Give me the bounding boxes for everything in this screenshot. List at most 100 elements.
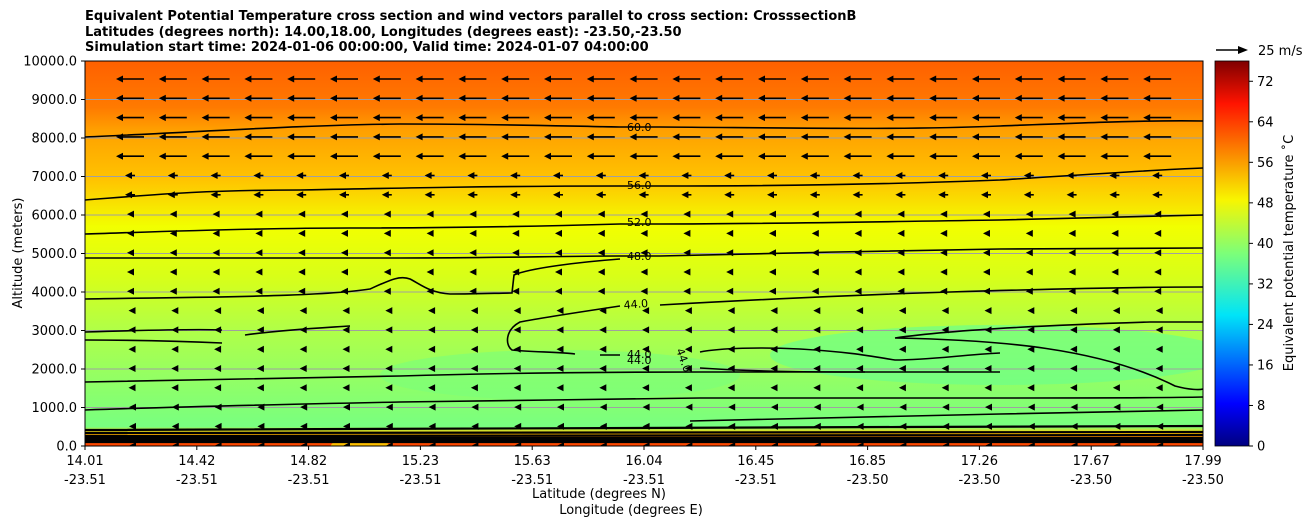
wind-arrowhead xyxy=(255,249,263,257)
wind-arrowhead xyxy=(726,268,734,276)
wind-arrowhead xyxy=(984,384,992,392)
wind-arrowhead xyxy=(1057,94,1065,102)
wind-arrowhead xyxy=(128,326,136,334)
wind-arrowhead xyxy=(385,307,393,315)
wind-arrowhead xyxy=(727,365,735,372)
wind-arrowhead xyxy=(512,229,520,237)
wind-arrowhead xyxy=(255,229,263,237)
wind-arrowhead xyxy=(854,268,862,276)
wind-arrowhead xyxy=(1111,229,1119,237)
wind-arrowhead xyxy=(510,191,518,199)
wind-arrowhead xyxy=(595,172,603,179)
wind-arrowhead xyxy=(985,403,992,411)
wind-arrowhead xyxy=(769,249,776,257)
wind-arrowhead xyxy=(813,326,821,334)
wind-arrowhead xyxy=(415,133,423,141)
wind-arrowhead xyxy=(985,442,992,446)
wind-arrowhead xyxy=(769,210,776,218)
wind-arrowhead xyxy=(426,287,434,295)
wind-arrowhead xyxy=(510,172,518,179)
wind-arrowhead xyxy=(1070,326,1078,334)
wind-arrowhead xyxy=(629,75,637,83)
wind-arrowhead xyxy=(726,229,734,237)
wind-arrowhead xyxy=(642,422,650,430)
wind-arrowhead xyxy=(256,307,264,315)
wind-arrowhead xyxy=(629,133,637,141)
wind-arrowhead xyxy=(724,172,732,179)
wind-arrowhead xyxy=(330,114,337,122)
wind-arrowhead xyxy=(898,345,906,353)
wind-arrowhead xyxy=(886,75,894,83)
wind-arrowhead xyxy=(985,422,992,430)
wind-arrowhead xyxy=(597,229,605,237)
wind-arrowhead xyxy=(726,287,734,295)
wind-arrowhead xyxy=(715,94,723,102)
wind-arrowhead xyxy=(715,75,723,83)
wind-arrowhead xyxy=(599,442,607,446)
wind-arrowhead xyxy=(983,229,990,237)
wind-arrowhead xyxy=(856,365,864,372)
x-tick-lat: 17.26 xyxy=(961,454,998,469)
wind-arrowhead xyxy=(129,403,136,411)
wind-arrowhead xyxy=(169,249,177,257)
wind-arrowhead xyxy=(1070,384,1078,392)
wind-arrowhead xyxy=(758,152,765,160)
x-tick-lon: -23.51 xyxy=(623,473,665,488)
wind-arrowhead xyxy=(684,345,692,353)
x-tick-lon: -23.51 xyxy=(176,473,218,488)
wind-arrowhead xyxy=(426,210,434,218)
wind-arrowhead xyxy=(343,442,350,446)
wind-arrowhead xyxy=(469,249,477,257)
contour-label-56: 56.0 xyxy=(627,179,652,192)
wind-arrowhead xyxy=(856,442,864,446)
wind-arrowhead xyxy=(555,287,562,295)
wind-arrowhead xyxy=(724,191,732,199)
wind-arrowhead xyxy=(715,114,723,122)
wind-arrowhead xyxy=(467,172,475,179)
wind-arrowhead xyxy=(1100,133,1108,141)
wind-arrowhead xyxy=(127,249,134,257)
wind-arrowhead xyxy=(257,403,265,411)
wind-arrowhead xyxy=(471,422,479,430)
wind-arrowhead xyxy=(1027,442,1035,446)
wind-arrowhead xyxy=(342,326,350,334)
wind-arrowhead xyxy=(415,114,423,122)
x-tick-lat: 17.99 xyxy=(1184,454,1221,469)
wind-arrowhead xyxy=(897,229,905,237)
wind-arrowhead xyxy=(898,326,906,334)
x-tick-lat: 14.82 xyxy=(290,454,327,469)
wind-arrowhead xyxy=(256,384,264,392)
wind-arrowhead xyxy=(339,191,346,199)
wind-arrowhead xyxy=(898,365,906,372)
x-tick-lat: 14.01 xyxy=(66,454,103,469)
wind-arrowhead xyxy=(171,422,179,430)
wind-arrowhead xyxy=(728,422,736,430)
wind-arrowhead xyxy=(125,191,132,199)
wind-arrowhead xyxy=(469,229,477,237)
wind-arrowhead xyxy=(513,384,521,392)
wind-arrowhead xyxy=(813,307,821,315)
wind-arrowhead xyxy=(557,422,564,430)
wind-arrowhead xyxy=(1154,229,1162,237)
wind-arrowhead xyxy=(127,210,134,218)
wind-arrowhead xyxy=(214,403,222,411)
wind-arrowhead xyxy=(212,229,220,237)
wind-arrowhead xyxy=(983,210,990,218)
wind-arrowhead xyxy=(428,403,436,411)
wind-arrowhead xyxy=(1143,94,1151,102)
wind-arrowhead xyxy=(929,133,937,141)
wind-arrowhead xyxy=(1143,133,1151,141)
wind-arrowhead xyxy=(244,114,252,122)
wind-arrowhead xyxy=(383,210,391,218)
wind-arrowhead xyxy=(471,403,479,411)
wind-arrowhead xyxy=(940,249,948,257)
wind-arrowhead xyxy=(300,422,308,430)
wind-arrowhead xyxy=(642,384,650,392)
wind-arrowhead xyxy=(769,287,776,295)
wind-arrowhead xyxy=(640,249,648,257)
wind-arrowhead xyxy=(512,249,520,257)
x-tick-lat: 15.63 xyxy=(514,454,551,469)
wind-arrowhead xyxy=(415,152,423,160)
wind-arrowhead xyxy=(1154,268,1162,276)
wind-arrowhead xyxy=(727,384,735,392)
